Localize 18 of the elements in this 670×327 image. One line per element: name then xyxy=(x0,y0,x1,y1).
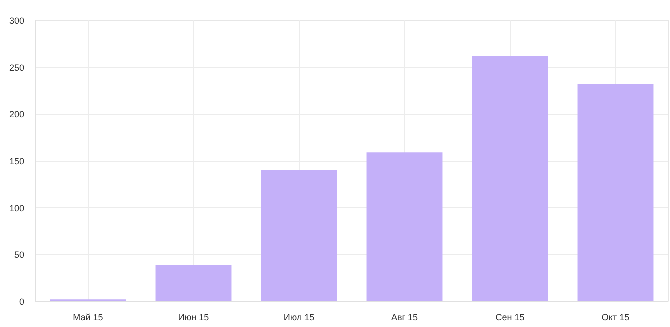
y-tick-label: 150 xyxy=(9,156,25,166)
x-tick-label: Окт 15 xyxy=(602,312,630,322)
x-tick-label: Июл 15 xyxy=(284,312,315,322)
y-tick-label: 100 xyxy=(9,203,25,214)
y-tick-label: 250 xyxy=(9,62,25,73)
x-tick-label: Июн 15 xyxy=(178,312,210,322)
x-tick-label: Сен 15 xyxy=(496,312,525,322)
bar xyxy=(472,56,548,302)
y-tick-label: 50 xyxy=(14,250,25,260)
bar xyxy=(578,84,654,302)
bar xyxy=(261,170,338,302)
y-tick-label: 200 xyxy=(9,110,25,120)
bar xyxy=(156,264,232,302)
y-tick-label: 300 xyxy=(9,16,25,26)
bar xyxy=(366,152,443,302)
x-tick-label: Авг 15 xyxy=(391,312,418,322)
y-tick-label: 0 xyxy=(19,297,25,307)
x-tick-label: Май 15 xyxy=(73,312,104,322)
